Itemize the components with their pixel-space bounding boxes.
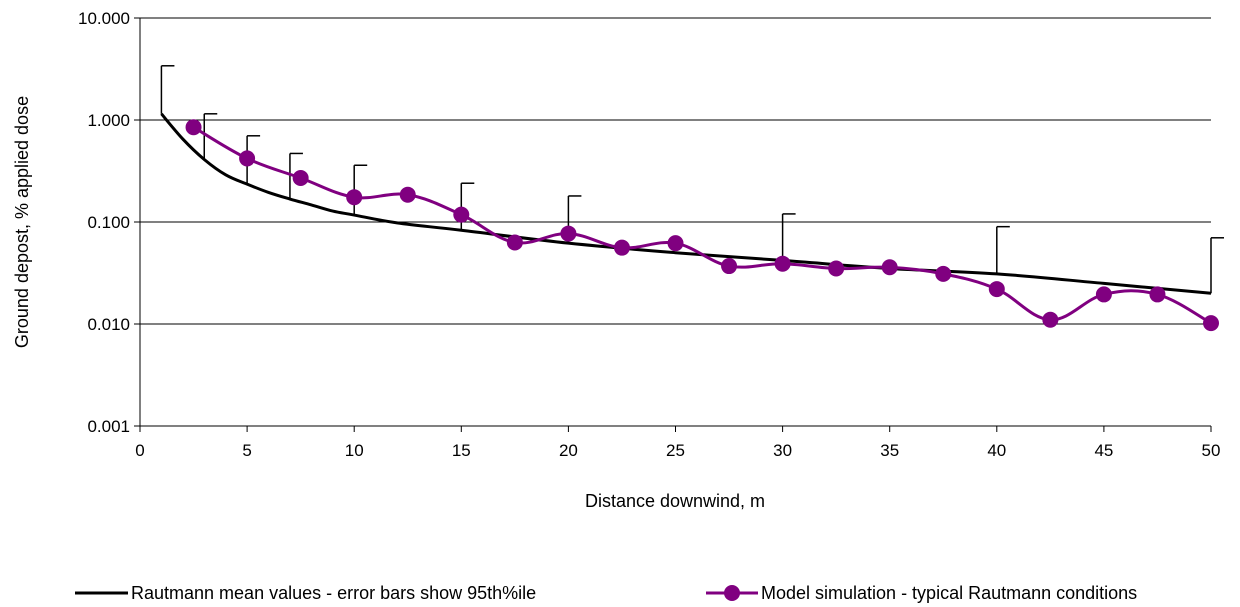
x-tick-label: 45 [1094,441,1113,460]
marker-model [1095,286,1112,303]
marker-model [346,189,363,206]
marker-model [453,206,470,223]
y-tick-label: 0.010 [87,315,130,334]
marker-model [1042,311,1059,328]
series-lines [160,112,1212,325]
marker-model [988,281,1005,298]
marker-model [1149,286,1166,303]
marker-model [506,234,523,251]
gridlines [140,17,1211,325]
x-tick-label: 40 [987,441,1006,460]
x-tick-labels: 0 5 10 15 20 25 30 35 40 45 50 [135,441,1220,460]
marker-model [774,255,791,272]
marker-model [935,265,952,282]
marker-model [239,150,256,167]
x-tick-label: 50 [1202,441,1221,460]
marker-model [828,260,845,277]
legend: Rautmann mean values - error bars show 9… [75,583,1137,603]
x-tick-label: 10 [345,441,364,460]
y-tick-label: 0.100 [87,213,130,232]
axes [134,17,1212,432]
legend-label-rautmann: Rautmann mean values - error bars show 9… [131,583,536,603]
y-axis-title: Ground depost, % applied dose [12,96,32,348]
marker-model [667,235,684,252]
x-tick-label: 0 [135,441,144,460]
y-tick-label: 10.000 [78,9,130,28]
x-tick-label: 25 [666,441,685,460]
marker-model [721,258,738,275]
x-tick-label: 35 [880,441,899,460]
x-tick-label: 15 [452,441,471,460]
marker-model [613,239,630,256]
x-tick-label: 20 [559,441,578,460]
marker-model [881,259,898,276]
marker-model [399,186,416,203]
x-axis-title: Distance downwind, m [585,491,765,511]
series-line-model [192,125,1212,325]
x-tick-label: 5 [242,441,251,460]
marker-model [292,170,309,187]
y-tick-label: 0.001 [87,417,130,436]
series-line-rautmann [160,112,1212,295]
legend-marker-model [724,585,740,601]
marker-model [560,225,577,242]
legend-label-model: Model simulation - typical Rautmann cond… [761,583,1137,603]
x-tick-label: 30 [773,441,792,460]
error-bars [160,65,1224,294]
marker-model [185,119,202,136]
markers [185,119,1219,332]
y-tick-label: 1.000 [87,111,130,130]
marker-model [1203,315,1219,332]
y-tick-labels: 10.000 1.000 0.100 0.010 0.001 [78,9,130,436]
